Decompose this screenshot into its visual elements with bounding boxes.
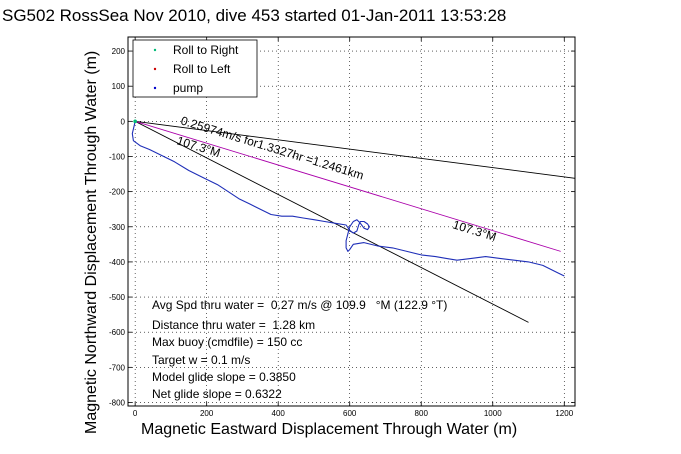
x-tick-label: 600 (343, 409, 357, 418)
stat-avg-speed: Avg Spd thru water = 0.27 m/s @ 109.9 °M… (152, 298, 447, 312)
legend-marker-roll-right (153, 48, 157, 52)
stat-model-glide: Model glide slope = 0.3850 (152, 370, 296, 384)
reference-line-2 (134, 120, 529, 323)
series-group (131, 119, 565, 277)
x-tick-label: 1000 (484, 409, 502, 418)
y-tick-label: -600 (109, 328, 126, 337)
axis-ticks (128, 37, 575, 406)
stat-distance: Distance thru water = 1.28 km (152, 318, 315, 332)
grid (128, 37, 575, 406)
y-tick-label: 100 (112, 82, 126, 91)
y-tick-label: -400 (109, 258, 126, 267)
y-tick-label: -700 (109, 363, 126, 372)
series-line-1 (131, 121, 565, 277)
y-tick-label: -300 (109, 223, 126, 232)
stats-block: Avg Spd thru water = 0.27 m/s @ 109.9 °M… (152, 298, 447, 401)
stat-max-buoy: Max buoy (cmdfile) = 150 cc (152, 335, 302, 349)
y-tick-label: -100 (109, 152, 126, 161)
y-tick-label: -200 (109, 188, 126, 197)
y-tick-label: 200 (112, 47, 126, 56)
legend-box (132, 39, 258, 98)
y-tick-labels: -800 -700 -600 -500 -400 -300 -200 -100 0 100 200 (109, 47, 126, 407)
x-tick-label: 800 (415, 409, 429, 418)
reference-line-1 (135, 120, 576, 179)
x-tick-label: 200 (200, 409, 214, 418)
x-axis-label: Magnetic Eastward Displacement Through W… (141, 421, 517, 438)
legend: Roll to Right Roll to Left pump (132, 39, 258, 98)
y-tick-label: 0 (121, 117, 126, 126)
y-tick-label: -800 (109, 398, 126, 407)
x-tick-labels: 0 200 400 600 800 1000 1200 (133, 409, 574, 418)
plot-area (127, 36, 576, 407)
x-tick-label: 400 (272, 409, 286, 418)
chart-title: SG502 RossSea Nov 2010, dive 453 started… (2, 6, 506, 25)
series-start-point (133, 119, 137, 124)
y-axis-label: Magnetic Northward Displacement Through … (83, 51, 100, 434)
legend-marker-pump (153, 86, 157, 90)
x-tick-label: 1200 (555, 409, 573, 418)
legend-marker-roll-left (153, 67, 157, 71)
legend-label-pump: pump (173, 81, 203, 95)
y-tick-label: -500 (109, 293, 126, 302)
reference-lines (134, 120, 576, 323)
legend-label-roll-left: Roll to Left (173, 62, 231, 76)
x-tick-label: 0 (133, 409, 138, 418)
legend-label-roll-right: Roll to Right (173, 43, 239, 57)
stat-net-glide: Net glide slope = 0.6322 (152, 387, 282, 401)
stat-target-w: Target w = 0.1 m/s (152, 353, 250, 367)
reference-line-3 (135, 120, 561, 252)
